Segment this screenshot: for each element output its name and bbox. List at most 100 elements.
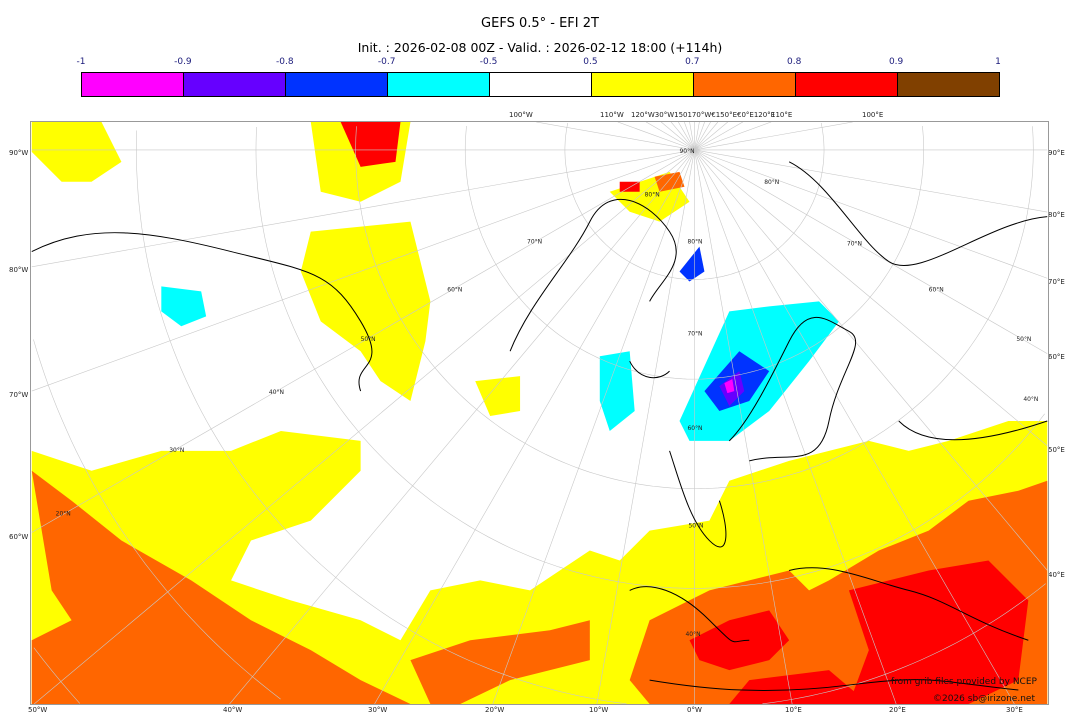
latitude-label: 40°N	[1023, 396, 1038, 403]
coastline	[898, 420, 1048, 441]
colorbar	[81, 72, 1000, 97]
colorbar-bin	[286, 73, 388, 96]
latitude-label: 80°N	[645, 192, 660, 199]
latitude-label: 50°N	[1016, 336, 1031, 343]
latitude-label: 60°N	[447, 286, 462, 293]
coastline	[789, 567, 1029, 641]
efi-region	[679, 246, 705, 282]
latitude-label: 50°N	[688, 523, 703, 530]
longitude-line	[694, 149, 897, 704]
axis-label: 10°W	[589, 706, 609, 714]
coastline	[509, 198, 677, 352]
longitude-line	[33, 149, 695, 704]
latitude-label: 90°N	[680, 148, 695, 155]
longitude-line	[660, 122, 695, 151]
longitude-line	[617, 122, 695, 151]
longitude-line	[694, 122, 711, 151]
axis-label: 50°E	[1048, 446, 1065, 454]
latitude-label: 70°N	[527, 239, 542, 246]
data-source-credit: from grib files provided by NCEP	[891, 677, 1037, 687]
latitude-label: 70°N	[687, 330, 702, 337]
interior-labels: 90°N 80°N 70°N 60°N 50°N 40°N 30°N 20°N 80°N 70°N…	[56, 148, 1039, 638]
map-subtitle: Init. : 2026-02-08 00Z - Valid. : 2026-0…	[357, 40, 723, 55]
longitude-line	[694, 149, 1048, 213]
coastlines	[31, 161, 1048, 691]
efi-region	[410, 620, 590, 704]
longitude-line	[31, 149, 695, 268]
axis-label: 10°E	[785, 706, 802, 714]
latitude-label: 20°N	[56, 511, 71, 518]
colorbar-bin	[796, 73, 898, 96]
longitude-line	[694, 122, 853, 151]
longitude-line	[670, 122, 695, 151]
axis-label: 30°E	[1006, 706, 1023, 714]
longitude-line	[229, 149, 695, 704]
axis-label: 90°E	[1048, 149, 1065, 157]
axis-label: 40°W	[223, 706, 243, 714]
latitude-label: 70°N	[847, 241, 862, 248]
efi-region	[161, 286, 207, 327]
longitude-line	[694, 122, 700, 150]
coastline	[629, 586, 750, 643]
colorbar-bin	[82, 73, 184, 96]
efi-region	[300, 221, 431, 402]
efi-region	[724, 379, 735, 394]
longitude-line	[492, 149, 695, 704]
axis-label: 60°E	[1048, 353, 1065, 361]
latitude-label: 60°N	[929, 286, 944, 293]
latitude-label: 40°N	[685, 631, 700, 638]
longitude-line	[694, 122, 705, 151]
longitude-line	[645, 122, 695, 151]
coastline	[788, 161, 1048, 267]
longitude-line	[684, 122, 695, 151]
latitude-label: 80°N	[687, 239, 702, 246]
coastline	[669, 450, 727, 548]
axis-label: 90°W	[9, 149, 29, 157]
longitude-line	[694, 122, 772, 151]
colorbar-tick: 0.8	[787, 57, 802, 67]
longitude-line	[31, 149, 695, 533]
axis-label: 70°W	[9, 391, 29, 399]
axis-label: 50°W	[28, 706, 48, 714]
colorbar-bin	[490, 73, 592, 96]
coastline	[31, 232, 373, 392]
axis-label: 70°E	[1048, 278, 1065, 286]
axis-label: 20°E	[889, 706, 906, 714]
axis-label: 0°W	[687, 706, 702, 714]
longitude-line	[694, 149, 1048, 279]
axis-label: 110°E	[771, 111, 793, 119]
colorbar-tick: -1	[76, 57, 86, 67]
colorbar-tick: 0.5	[583, 57, 598, 67]
efi-region	[848, 560, 1029, 704]
colorbar-bin	[388, 73, 490, 96]
map-title: GEFS 0.5° - EFI 2T	[481, 16, 599, 31]
graticule	[31, 122, 1048, 704]
longitude-line	[694, 122, 728, 151]
latitude-line	[33, 339, 281, 700]
colorbar-bin	[184, 73, 286, 96]
efi-field	[31, 122, 1048, 704]
longitude-line	[694, 149, 1048, 571]
colorbar-tick: 0.9	[888, 57, 904, 67]
colorbar-tick: -0.9	[174, 57, 192, 67]
efi-region	[729, 670, 869, 704]
longitude-line	[694, 122, 719, 151]
axis-label: 40°E	[1048, 571, 1065, 579]
coastline	[629, 360, 670, 379]
axis-label: 20°W	[485, 706, 505, 714]
colorbar-bin	[694, 73, 796, 96]
efi-region	[599, 351, 635, 431]
latitude-label: 30°N	[169, 447, 184, 454]
latitude-label: 80°N	[764, 179, 779, 186]
axis-label: 100°W	[509, 111, 533, 119]
copyright: ©2026 sb@irizone.net	[933, 694, 1035, 704]
longitude-line	[596, 149, 695, 704]
axis-label: 30°W	[368, 706, 388, 714]
colorbar-bin	[592, 73, 694, 96]
colorbar-bin	[898, 73, 999, 96]
longitude-line	[536, 122, 695, 151]
colorbar-tick: -0.7	[377, 57, 396, 67]
latitude-line	[355, 126, 1034, 490]
colorbar-tick: 1	[995, 57, 1001, 67]
efi-region	[31, 470, 411, 704]
